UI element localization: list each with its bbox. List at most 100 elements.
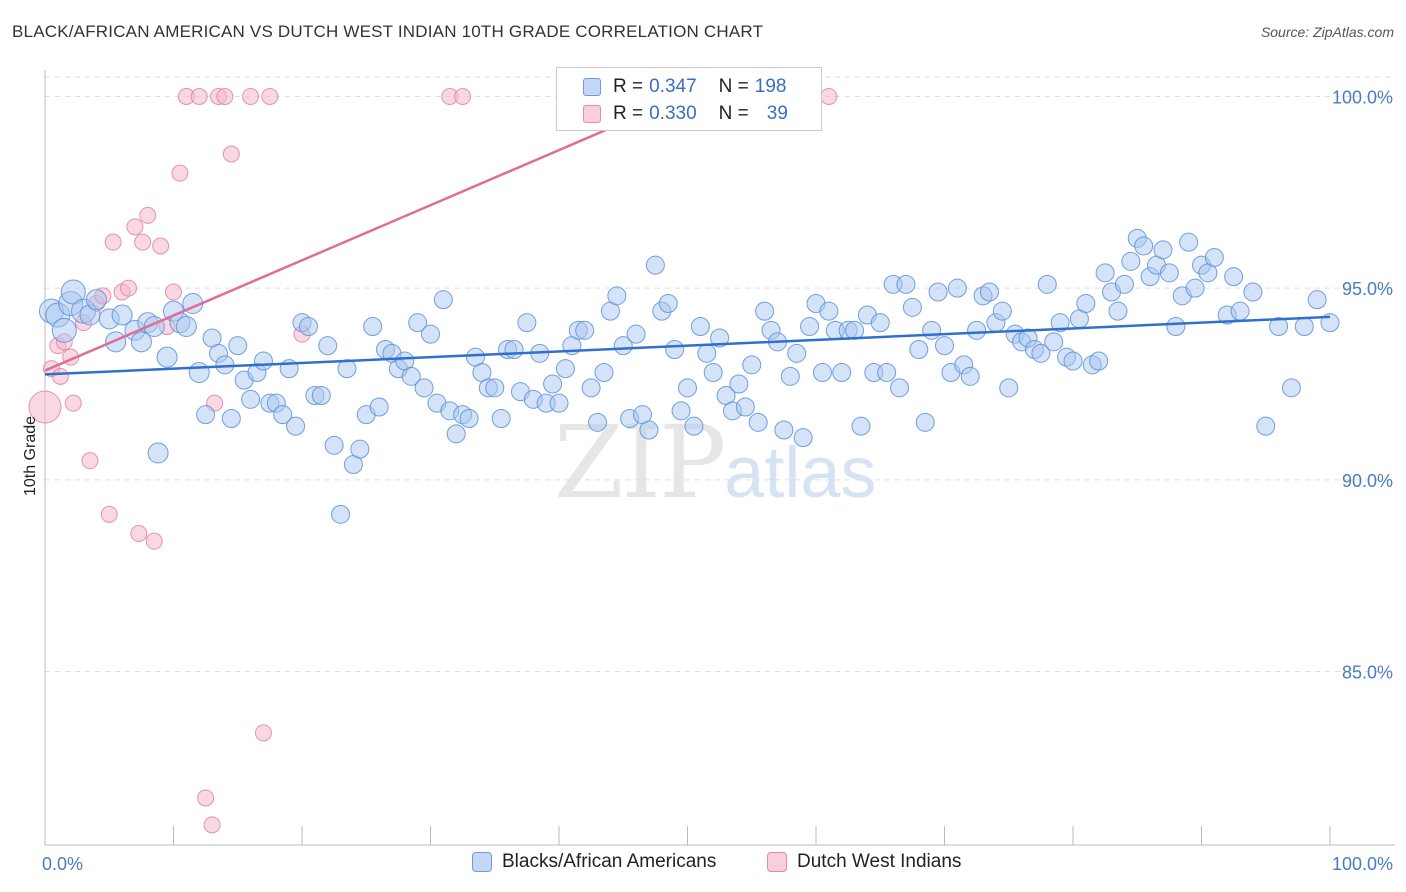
- point-blacks-african-americans: [1269, 317, 1289, 336]
- point-blacks-african-americans: [947, 278, 967, 298]
- point-blacks-african-americans: [555, 359, 575, 379]
- stats-r-label: R =: [613, 103, 644, 124]
- point-blacks-african-americans: [607, 286, 627, 306]
- point-blacks-african-americans: [1307, 290, 1327, 310]
- point-blacks-african-americans: [221, 409, 241, 428]
- point-blacks-african-americans: [369, 397, 389, 417]
- point-blacks-african-americans: [967, 320, 987, 340]
- point-blacks-african-americans: [671, 401, 691, 421]
- series-blacks-african-americans: [38, 228, 1340, 524]
- point-dutch-west-indians: [152, 237, 170, 255]
- stats-swatch-pink: [583, 105, 601, 123]
- point-blacks-african-americans: [401, 366, 421, 386]
- point-blacks-african-americans: [446, 424, 466, 444]
- point-blacks-african-americans: [812, 363, 832, 382]
- series-dutch-west-indians: [28, 88, 838, 834]
- point-blacks-african-americans: [1224, 267, 1244, 287]
- point-blacks-african-americans: [845, 320, 865, 340]
- point-blacks-african-americans: [60, 279, 86, 305]
- point-blacks-african-americans: [1031, 343, 1051, 363]
- stats-n-label: N =: [718, 103, 749, 124]
- y-tick-label: 100.0%: [1332, 88, 1393, 108]
- point-blacks-african-americans: [318, 336, 338, 356]
- point-blacks-african-americans: [819, 301, 839, 321]
- point-dutch-west-indians: [165, 283, 182, 301]
- point-blacks-african-americans: [639, 420, 659, 440]
- point-blacks-african-americans: [517, 313, 537, 333]
- point-blacks-african-americans: [896, 274, 916, 294]
- point-blacks-african-americans: [1114, 274, 1134, 294]
- point-blacks-african-americans: [877, 363, 897, 382]
- point-blacks-african-americans: [658, 294, 678, 313]
- point-blacks-african-americans: [311, 386, 331, 405]
- point-blacks-african-americans: [1089, 351, 1109, 371]
- point-blacks-african-americans: [1185, 278, 1205, 298]
- point-dutch-west-indians: [454, 88, 472, 105]
- point-blacks-african-americans: [1134, 236, 1154, 256]
- stats-r-label: R =: [613, 76, 644, 97]
- point-blacks-african-americans: [594, 363, 614, 382]
- point-blacks-african-americans: [1294, 317, 1314, 336]
- source-label: Source: ZipAtlas.com: [1260, 24, 1394, 40]
- point-dutch-west-indians: [222, 145, 240, 163]
- point-blacks-african-americans: [85, 289, 107, 311]
- y-tick-label: 85.0%: [1342, 663, 1393, 683]
- trend-line-blacks: [44, 315, 1331, 376]
- axes: [44, 70, 1395, 846]
- point-blacks-african-americans: [196, 405, 216, 425]
- point-blacks-african-americans: [710, 328, 730, 348]
- point-blacks-african-americans: [1076, 294, 1096, 313]
- point-blacks-african-americans: [241, 389, 261, 409]
- x-tick-label-max: 100.0%: [1332, 854, 1393, 874]
- point-blacks-african-americans: [928, 282, 948, 302]
- point-blacks-african-americans: [613, 336, 633, 356]
- point-blacks-african-americans: [1037, 274, 1057, 294]
- point-blacks-african-americans: [665, 340, 685, 359]
- point-blacks-african-americans: [156, 346, 178, 368]
- tick-labels: 85.0% 90.0% 95.0% 100.0% 0.0% 100.0%: [42, 88, 1393, 875]
- point-dutch-west-indians: [126, 218, 144, 236]
- point-blacks-african-americans: [979, 282, 999, 302]
- point-blacks-african-americans: [1044, 332, 1064, 352]
- point-dutch-west-indians: [139, 206, 157, 224]
- point-blacks-african-americans: [228, 336, 248, 356]
- legend-item-blacks[interactable]: Blacks/African Americans: [472, 851, 716, 873]
- point-blacks-african-americans: [832, 363, 852, 382]
- point-blacks-african-americans: [870, 313, 890, 333]
- point-blacks-african-americans: [105, 331, 127, 353]
- point-dutch-west-indians: [190, 88, 208, 105]
- point-dutch-west-indians: [134, 233, 152, 251]
- point-blacks-african-americans: [909, 340, 929, 359]
- point-blacks-african-americans: [678, 378, 697, 398]
- point-blacks-african-americans: [421, 324, 440, 344]
- stats-row-pink: R = 0.330 N = 39: [583, 103, 788, 125]
- point-blacks-african-americans: [485, 378, 505, 398]
- point-blacks-african-americans: [1179, 232, 1199, 252]
- point-blacks-african-americans: [787, 343, 807, 363]
- point-blacks-african-americans: [175, 316, 197, 337]
- point-blacks-african-americans: [51, 317, 77, 343]
- point-dutch-west-indians: [104, 233, 122, 251]
- point-blacks-african-americans: [1153, 240, 1173, 260]
- point-blacks-african-americans: [922, 320, 942, 340]
- point-blacks-african-americans: [1281, 378, 1301, 398]
- point-blacks-african-americans: [1256, 416, 1276, 436]
- point-blacks-african-americans: [992, 301, 1012, 321]
- legend-item-dutch[interactable]: Dutch West Indians: [767, 851, 961, 873]
- series-legend: Blacks/African Americans Dutch West Indi…: [0, 851, 1406, 877]
- point-blacks-african-americans: [273, 405, 293, 425]
- point-blacks-african-americans: [1243, 282, 1263, 302]
- point-blacks-african-americans: [543, 374, 563, 394]
- stats-row-blue: R = 0.347 N = 198: [583, 76, 786, 98]
- point-blacks-african-americans: [735, 397, 755, 417]
- point-blacks-african-americans: [774, 420, 794, 440]
- point-blacks-african-americans: [581, 378, 601, 398]
- y-axis-label: 10th Grade: [22, 416, 39, 496]
- stats-r-value: 0.347: [649, 76, 697, 97]
- point-blacks-african-americans: [999, 378, 1019, 398]
- legend-label-blacks: Blacks/African Americans: [502, 851, 717, 872]
- point-blacks-african-americans: [690, 317, 710, 336]
- stats-r-value: 0.330: [649, 103, 697, 124]
- y-tick-label: 95.0%: [1342, 279, 1393, 299]
- point-blacks-african-americans: [331, 504, 351, 524]
